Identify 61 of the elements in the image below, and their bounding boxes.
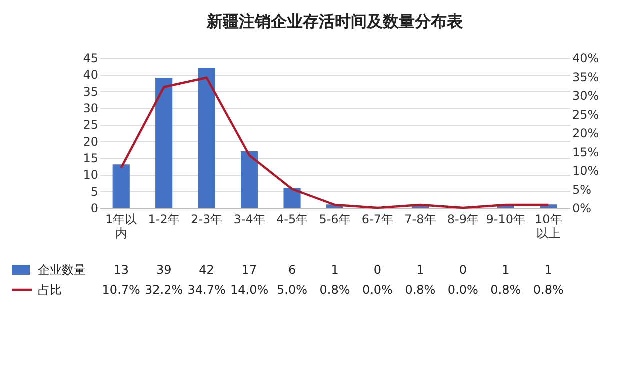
data-label: 34.7% — [188, 283, 226, 297]
data-label: 10.7% — [102, 283, 140, 297]
bar — [112, 164, 130, 208]
x-tick-label: 9-10年 — [486, 212, 526, 226]
y2-tick-label: 35% — [572, 70, 600, 84]
data-label: 0.0% — [362, 283, 393, 297]
y2-tick-label: 0% — [572, 202, 592, 216]
data-label: 0 — [374, 263, 382, 277]
y2-tick-label: 25% — [572, 108, 600, 122]
data-label: 1 — [502, 263, 510, 277]
y-tick-label: 25 — [83, 118, 98, 132]
x-tick-label: 3-4年 — [234, 212, 266, 226]
x-tick-label: 8-9年 — [447, 212, 479, 226]
data-label: 0.8% — [490, 283, 522, 297]
data-label: 0.0% — [448, 283, 478, 297]
data-label: 32.2% — [145, 283, 184, 297]
x-tick-label: 6-7年 — [362, 212, 394, 226]
data-label: 1 — [331, 263, 339, 277]
y-tick-label: 5 — [90, 184, 98, 199]
y-tick-label: 10 — [83, 168, 98, 182]
legend-label: 占比 — [38, 283, 62, 297]
data-label: 42 — [199, 263, 214, 277]
x-tick-label: 1-2年 — [148, 212, 180, 226]
y2-tick-label: 5% — [572, 182, 592, 197]
y-tick-label: 20 — [83, 134, 98, 149]
x-tick-label: 7-8年 — [404, 212, 436, 226]
y2-tick-label: 30% — [572, 89, 600, 103]
bar — [156, 78, 173, 208]
y2-tick-label: 15% — [572, 145, 600, 160]
data-label: 0 — [459, 263, 467, 277]
data-label: 13 — [114, 263, 130, 277]
x-tick-label: 10年以上 — [534, 212, 562, 240]
y2-tick-label: 40% — [572, 52, 600, 66]
y2-tick-label: 10% — [572, 164, 600, 178]
line-series — [120, 76, 550, 210]
bar — [284, 188, 301, 208]
x-tick-label: 1年以内 — [106, 212, 138, 240]
y-tick-label: 30 — [83, 102, 98, 116]
y-tick-label: 40 — [83, 68, 98, 82]
x-tick-label: 2-3年 — [191, 212, 223, 226]
y-tick-label: 0 — [90, 202, 98, 216]
data-label: 5.0% — [277, 283, 308, 297]
data-label: 39 — [156, 263, 172, 277]
data-label: 1 — [416, 263, 424, 277]
data-label: 17 — [242, 263, 258, 277]
bar — [198, 68, 216, 208]
y2-tick-label: 20% — [572, 126, 600, 140]
data-label: 6 — [288, 263, 296, 277]
legend-label: 企业数量 — [38, 263, 86, 277]
bar — [241, 151, 258, 208]
data-label: 0.8% — [405, 283, 436, 297]
data-label: 0.8% — [320, 283, 350, 297]
data-label: 1 — [544, 263, 552, 277]
x-tick-label: 5-6年 — [319, 212, 351, 226]
y-tick-label: 35 — [83, 84, 98, 99]
data-label: 14.0% — [230, 283, 269, 297]
y-tick-label: 15 — [83, 152, 98, 166]
x-tick-label: 4-5年 — [276, 212, 308, 226]
y-tick-label: 45 — [83, 52, 98, 66]
data-label: 0.8% — [533, 283, 564, 297]
chart-title: 新疆注销企业存活时间及数量分布表 — [206, 12, 464, 31]
